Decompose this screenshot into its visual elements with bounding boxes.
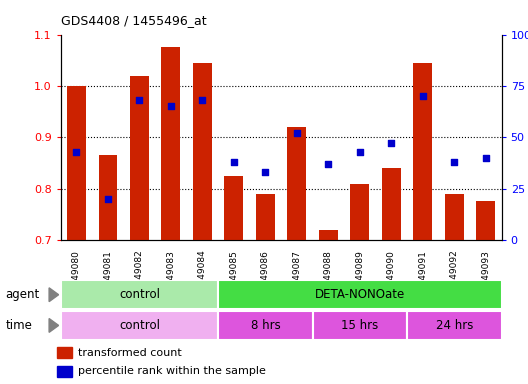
Text: control: control: [119, 288, 160, 301]
Point: [324, 161, 333, 167]
Bar: [351, 184, 369, 240]
Bar: [218, 280, 502, 309]
Text: 8 hrs: 8 hrs: [251, 319, 280, 332]
Point: [72, 149, 81, 155]
Text: transformed count: transformed count: [78, 348, 182, 358]
Point: [450, 159, 459, 165]
Bar: [319, 230, 338, 240]
Bar: [99, 155, 117, 240]
Bar: [61, 280, 218, 309]
Text: time: time: [5, 319, 32, 332]
Text: control: control: [119, 319, 160, 332]
Text: 24 hrs: 24 hrs: [436, 319, 473, 332]
Text: 15 hrs: 15 hrs: [341, 319, 379, 332]
Bar: [445, 194, 464, 240]
Bar: [193, 63, 212, 240]
Text: percentile rank within the sample: percentile rank within the sample: [78, 366, 266, 376]
Bar: [476, 202, 495, 240]
Point: [261, 169, 270, 175]
Point: [419, 93, 427, 99]
Text: GDS4408 / 1455496_at: GDS4408 / 1455496_at: [61, 14, 206, 27]
Point: [230, 159, 238, 165]
Bar: [224, 176, 243, 240]
Bar: [287, 127, 306, 240]
Point: [135, 97, 144, 103]
Bar: [57, 366, 72, 376]
Text: DETA-NONOate: DETA-NONOate: [315, 288, 405, 301]
Bar: [256, 194, 275, 240]
Bar: [61, 311, 218, 340]
Text: agent: agent: [5, 288, 40, 301]
Bar: [313, 311, 407, 340]
Point: [482, 155, 490, 161]
Bar: [218, 311, 313, 340]
Bar: [130, 76, 149, 240]
Bar: [413, 63, 432, 240]
Point: [387, 141, 395, 147]
Point: [103, 196, 112, 202]
Bar: [57, 347, 72, 358]
Bar: [162, 47, 181, 240]
Bar: [382, 168, 401, 240]
Point: [167, 103, 175, 109]
Bar: [407, 311, 502, 340]
Point: [198, 97, 206, 103]
Point: [356, 149, 364, 155]
Bar: [67, 86, 86, 240]
Point: [293, 130, 301, 136]
